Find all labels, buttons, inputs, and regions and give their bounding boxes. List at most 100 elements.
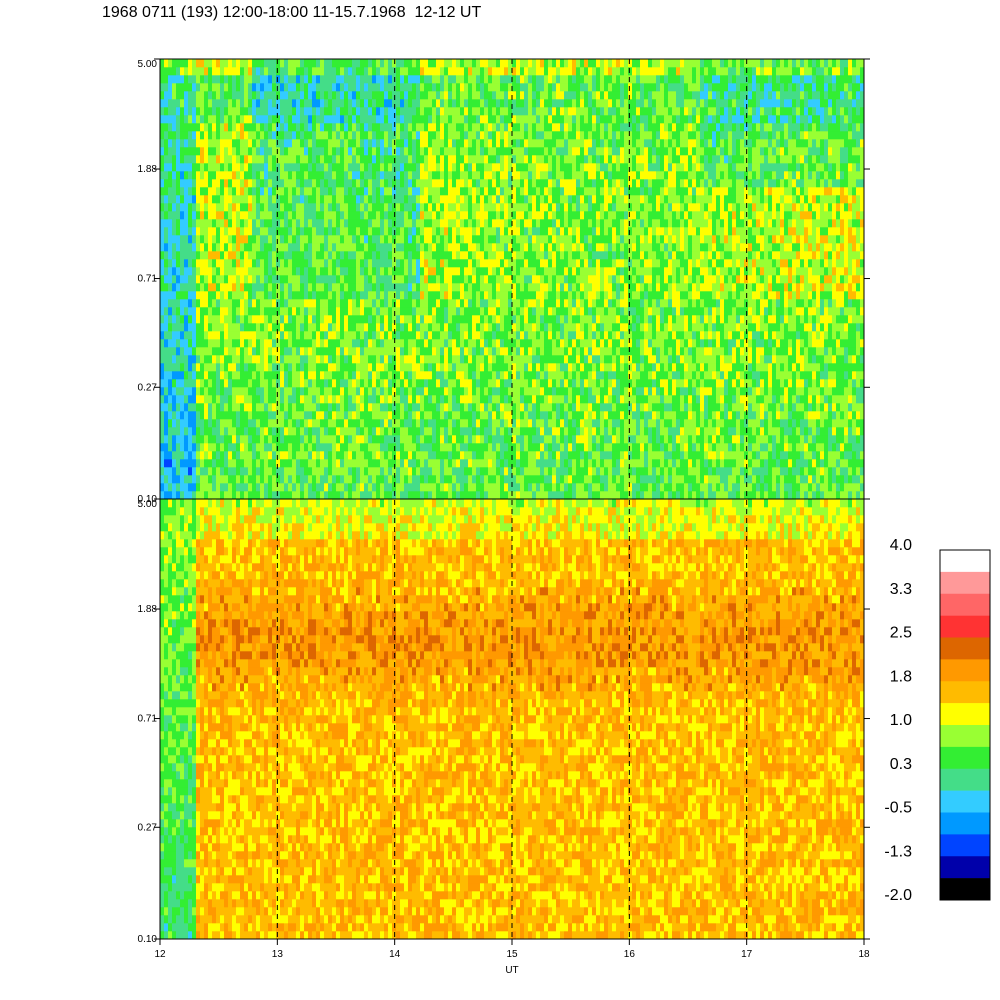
heatmap-cell [504,467,509,476]
heatmap-cell [308,171,313,180]
heatmap-cell [188,307,193,316]
heatmap-cell [456,251,461,260]
heatmap-cell [288,467,293,476]
heatmap-cell [492,435,497,444]
heatmap-cell [200,275,205,284]
heatmap-cell [292,251,297,260]
heatmap-cell [488,187,493,196]
heatmap-cell [492,411,497,420]
heatmap-cell [208,307,213,316]
heatmap-cell [300,419,305,428]
heatmap-cell [384,123,389,132]
heatmap-cell [236,411,241,420]
heatmap-cell [328,123,333,132]
heatmap-cell [188,275,193,284]
heatmap-cell [264,67,269,76]
heatmap-cell [256,435,261,444]
heatmap-cell [216,99,221,108]
heatmap-cell [272,123,277,132]
heatmap-cell [400,227,405,236]
heatmap-cell [296,475,301,484]
heatmap-cell [200,155,205,164]
heatmap-cell [232,267,237,276]
heatmap-cell [260,331,265,340]
heatmap-cell [460,75,465,84]
heatmap-cell [344,443,349,452]
heatmap-cell [464,91,469,100]
heatmap-cell [312,155,317,164]
heatmap-cell [448,323,453,332]
heatmap-cell [184,59,189,68]
heatmap-cell [368,99,373,108]
heatmap-cell [464,283,469,292]
heatmap-cell [248,139,253,148]
heatmap-cell [356,451,361,460]
heatmap-cell [456,259,461,268]
heatmap-cell [172,243,177,252]
heatmap-cell [188,187,193,196]
heatmap-cell [520,339,525,348]
heatmap-cell [340,411,345,420]
heatmap-cell [424,187,429,196]
heatmap-cell [228,235,233,244]
heatmap-cell [236,339,241,348]
heatmap-cell [468,491,473,500]
heatmap-cell [212,435,217,444]
heatmap-cell [232,171,237,180]
heatmap-cell [256,115,261,124]
heatmap-cell [228,75,233,84]
heatmap-cell [504,419,509,428]
heatmap-cell [280,59,285,68]
heatmap-cell [332,235,337,244]
heatmap-cell [236,91,241,100]
heatmap-cell [244,163,249,172]
heatmap-cell [416,323,421,332]
heatmap-cell [296,299,301,308]
heatmap-cell [292,163,297,172]
heatmap-cell [176,371,181,380]
heatmap-cell [344,331,349,340]
heatmap-cell [384,427,389,436]
heatmap-cell [240,139,245,148]
heatmap-cell [180,115,185,124]
heatmap-cell [168,459,173,468]
heatmap-cell [280,139,285,148]
heatmap-cell [324,251,329,260]
heatmap-cell [508,363,513,372]
heatmap-cell [328,419,333,428]
heatmap-cell [204,67,209,76]
heatmap-cell [508,259,513,268]
heatmap-cell [384,243,389,252]
heatmap-cell [400,451,405,460]
heatmap-cell [296,483,301,492]
heatmap-cell [480,347,485,356]
heatmap-cell [380,187,385,196]
heatmap-cell [236,59,241,68]
heatmap-cell [468,227,473,236]
heatmap-cell [484,115,489,124]
heatmap-cell [392,459,397,468]
heatmap-cell [288,171,293,180]
heatmap-cell [344,163,349,172]
heatmap-cell [444,123,449,132]
heatmap-cell [312,179,317,188]
heatmap-cell [444,411,449,420]
heatmap-cell [276,131,281,140]
heatmap-cell [164,443,169,452]
heatmap-cell [208,107,213,116]
heatmap-cell [164,203,169,212]
heatmap-cell [304,459,309,468]
heatmap-cell [460,331,465,340]
heatmap-cell [428,483,433,492]
heatmap-cell [500,235,505,244]
heatmap-cell [360,339,365,348]
heatmap-cell [456,139,461,148]
heatmap-cell [388,307,393,316]
heatmap-cell [252,227,257,236]
heatmap-cell [388,331,393,340]
heatmap-cell [336,347,341,356]
heatmap-cell [340,291,345,300]
heatmap-cell [204,403,209,412]
heatmap-cell [316,387,321,396]
heatmap-cell [496,243,501,252]
